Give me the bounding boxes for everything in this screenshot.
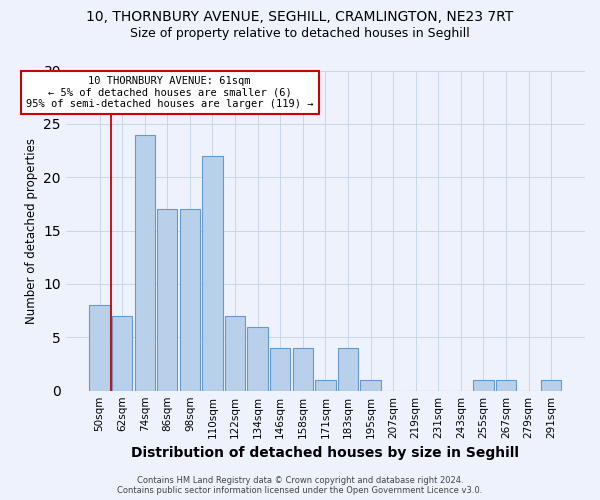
Bar [496,380,516,390]
Bar [134,134,155,390]
Bar [180,209,200,390]
Bar [361,380,381,390]
Bar [225,316,245,390]
Bar [157,209,178,390]
Text: Size of property relative to detached houses in Seghill: Size of property relative to detached ho… [130,28,470,40]
X-axis label: Distribution of detached houses by size in Seghill: Distribution of detached houses by size … [131,446,520,460]
Bar [541,380,562,390]
Bar [202,156,223,390]
Text: Contains HM Land Registry data © Crown copyright and database right 2024.
Contai: Contains HM Land Registry data © Crown c… [118,476,482,495]
Bar [338,348,358,391]
Bar [112,316,133,390]
Bar [247,326,268,390]
Y-axis label: Number of detached properties: Number of detached properties [25,138,38,324]
Text: 10 THORNBURY AVENUE: 61sqm
← 5% of detached houses are smaller (6)
95% of semi-d: 10 THORNBURY AVENUE: 61sqm ← 5% of detac… [26,76,313,109]
Bar [315,380,335,390]
Bar [89,306,110,390]
Bar [270,348,290,391]
Bar [293,348,313,391]
Bar [473,380,494,390]
Text: 10, THORNBURY AVENUE, SEGHILL, CRAMLINGTON, NE23 7RT: 10, THORNBURY AVENUE, SEGHILL, CRAMLINGT… [86,10,514,24]
